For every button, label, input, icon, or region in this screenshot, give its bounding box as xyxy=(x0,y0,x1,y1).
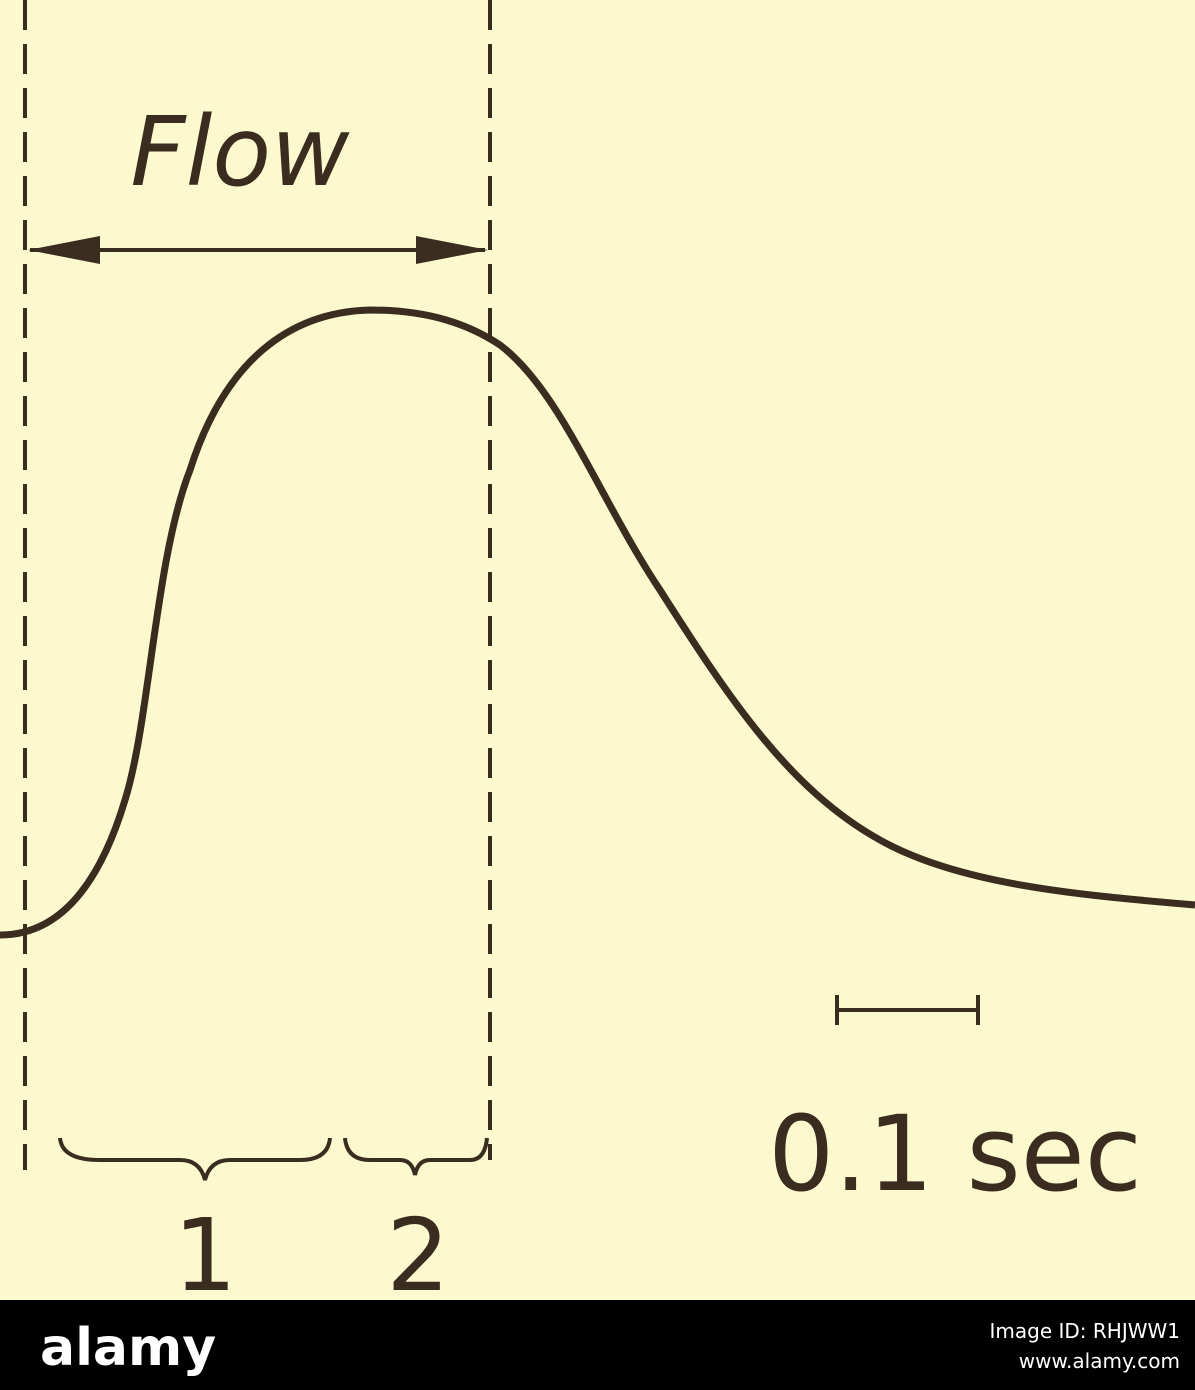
arrow-head xyxy=(416,236,488,264)
footer-bar xyxy=(0,1300,1195,1390)
arrow-head xyxy=(28,236,100,264)
flow-label: Flow xyxy=(130,96,350,208)
background xyxy=(0,0,1195,1300)
brace xyxy=(343,1137,489,1176)
footer-brand: alamy xyxy=(40,1318,216,1378)
phase-label: 2 xyxy=(386,1197,450,1314)
footer-image-id: Image ID: RHJWW1 xyxy=(990,1319,1181,1343)
pressure-curve xyxy=(0,306,1195,939)
scale-label: 0.1 sec xyxy=(768,1093,1142,1215)
brace xyxy=(58,1137,332,1181)
phase-label: 1 xyxy=(173,1197,237,1314)
footer-url: www.alamy.com xyxy=(1019,1349,1180,1373)
